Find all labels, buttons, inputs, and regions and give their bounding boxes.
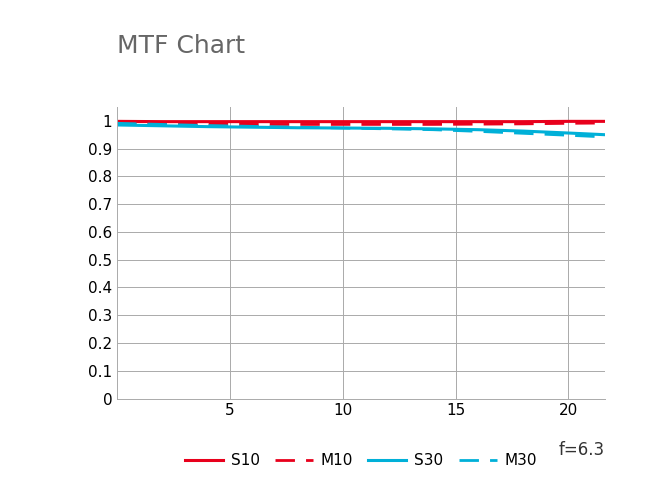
S10 <box>339 119 346 124</box>
S30 <box>601 132 608 138</box>
Line: M30: M30 <box>117 123 604 137</box>
M10 <box>384 122 392 127</box>
S30 <box>248 124 256 130</box>
M10 <box>429 122 437 127</box>
S10 <box>474 119 482 124</box>
S30 <box>564 130 572 136</box>
Text: f=6.3: f=6.3 <box>558 441 605 459</box>
M30 <box>519 130 527 136</box>
M10 <box>113 120 121 126</box>
M10 <box>339 122 346 127</box>
M10 <box>474 121 482 127</box>
M10 <box>519 121 527 127</box>
M30 <box>248 123 256 129</box>
S30 <box>384 125 392 131</box>
Line: M10: M10 <box>117 123 604 124</box>
M30 <box>474 128 482 134</box>
S10 <box>294 119 302 124</box>
S30 <box>474 127 482 133</box>
S10 <box>158 119 166 124</box>
M10 <box>158 121 166 126</box>
M30 <box>564 132 572 138</box>
Legend: S10, M10, S30, M30: S10, M10, S30, M30 <box>179 447 543 474</box>
M10 <box>294 122 302 127</box>
S10 <box>203 119 211 124</box>
S30 <box>519 128 527 134</box>
S10 <box>429 119 437 124</box>
S10 <box>564 119 572 124</box>
S30 <box>429 126 437 132</box>
M30 <box>429 127 437 133</box>
S10 <box>113 119 121 124</box>
M10 <box>248 122 256 127</box>
M10 <box>564 121 572 126</box>
M30 <box>294 124 302 130</box>
S30 <box>158 123 166 129</box>
M30 <box>339 125 346 131</box>
S30 <box>294 125 302 131</box>
S30 <box>339 125 346 131</box>
S30 <box>203 124 211 130</box>
M30 <box>113 121 121 126</box>
S10 <box>519 119 527 124</box>
Line: S30: S30 <box>117 125 604 135</box>
Text: MTF Chart: MTF Chart <box>117 34 245 58</box>
M30 <box>203 122 211 128</box>
M10 <box>601 120 608 126</box>
M30 <box>384 126 392 132</box>
S10 <box>248 119 256 124</box>
M30 <box>601 134 608 140</box>
S30 <box>113 122 121 128</box>
M10 <box>203 121 211 127</box>
S10 <box>384 119 392 124</box>
M30 <box>158 122 166 127</box>
S10 <box>601 119 608 124</box>
